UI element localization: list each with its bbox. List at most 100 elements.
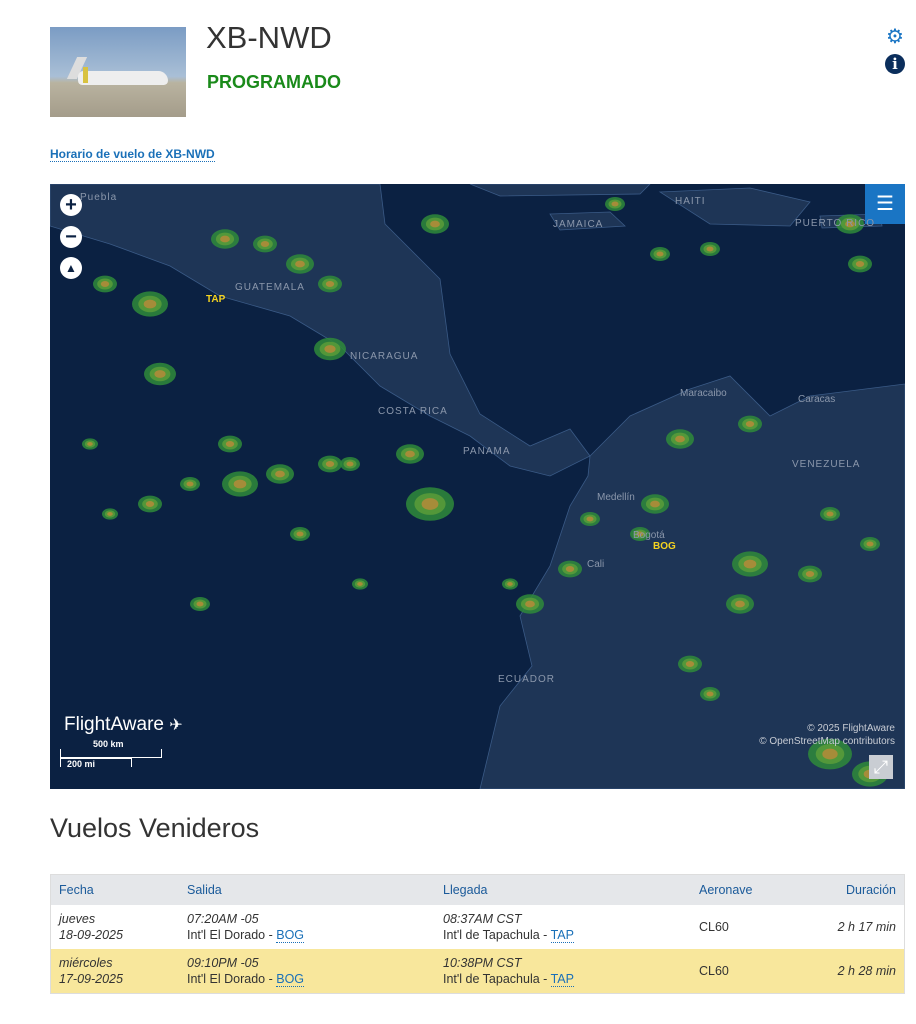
compass-button[interactable]: ▲	[60, 257, 82, 279]
registration-title: XB-NWD	[206, 20, 332, 55]
weather-cell	[296, 531, 304, 537]
weather-cell	[220, 235, 230, 243]
table-row[interactable]: miércoles 17-09-2025 09:10PM -05 Int'l El …	[50, 949, 905, 994]
layers-button[interactable]: ☰	[865, 184, 905, 224]
weather-cell	[743, 559, 757, 569]
weather-cell	[826, 511, 834, 517]
weather-cell	[866, 541, 874, 547]
plane-icon: ✈	[169, 717, 183, 734]
weather-cell	[706, 691, 714, 697]
arr-airport: Int'l de Tapachula -	[443, 972, 551, 986]
schedule-link[interactable]: Horario de vuelo de XB-NWD	[50, 147, 215, 162]
land-south-america	[479, 375, 905, 789]
weather-cell	[325, 461, 335, 467]
col-salida[interactable]: Salida	[179, 874, 435, 905]
dep-time: 07:20AM -05	[187, 912, 259, 926]
weather-cell	[735, 600, 745, 608]
weather-cell	[225, 441, 235, 447]
weather-cell	[107, 512, 113, 516]
col-aeronave[interactable]: Aeronave	[691, 874, 794, 905]
aircraft-type: CL60	[699, 920, 729, 934]
col-fecha[interactable]: Fecha	[50, 874, 179, 905]
map-label: PANAMA	[463, 446, 511, 457]
duration: 2 h 28 min	[793, 949, 905, 994]
map-label: HAITI	[675, 196, 706, 207]
weather-cell	[586, 516, 594, 522]
map-label: PUERTO RICO	[795, 218, 876, 229]
weather-cell	[275, 470, 285, 478]
land-hispaniola	[658, 187, 811, 227]
flight-map[interactable]: + − ▲ ☰ Puebla JAMAICA HAITI PUERTO RICO…	[50, 184, 905, 789]
weather-cell	[507, 582, 513, 586]
gear-icon[interactable]: ⚙	[886, 26, 904, 48]
map-label: Puebla	[80, 192, 118, 203]
map-label: JAMAICA	[553, 219, 604, 230]
map-label: Bogotá	[633, 530, 665, 541]
land-jamaica	[549, 211, 626, 231]
info-icon[interactable]: i	[885, 54, 905, 74]
day: jueves	[59, 912, 96, 926]
date: 17-09-2025	[59, 972, 123, 986]
table-header: Fecha Salida Llegada Aeronave Duración	[50, 874, 905, 905]
map-label: NICARAGUA	[350, 351, 419, 362]
weather-cell	[805, 571, 815, 577]
aircraft-type: CL60	[691, 949, 794, 994]
weather-cell	[346, 461, 354, 467]
weather-cell	[357, 582, 363, 586]
weather-cell	[421, 498, 439, 510]
arr-code-link[interactable]: TAP	[550, 972, 574, 987]
weather-cell	[845, 220, 855, 228]
scale-bar: 500 km 200 mi	[60, 739, 162, 769]
duration: 2 h 17 min	[837, 920, 896, 934]
destination-airport-marker[interactable]: TAP	[206, 294, 226, 305]
weather-cell	[196, 601, 204, 607]
weather-cell	[295, 260, 305, 268]
fullscreen-button[interactable]: ⤢	[869, 755, 893, 779]
weather-cell	[233, 479, 247, 489]
arr-code-link[interactable]: TAP	[550, 928, 574, 943]
weather-cell	[611, 201, 619, 207]
flight-status: PROGRAMADO	[207, 72, 341, 92]
weather-cell	[706, 246, 714, 252]
map-label: Cali	[587, 559, 605, 570]
table-row[interactable]: jueves 18-09-2025 07:20AM -05 Int'l El Dor…	[51, 905, 905, 949]
dep-code-link[interactable]: BOG	[276, 972, 305, 987]
weather-cell	[143, 299, 157, 309]
col-llegada[interactable]: Llegada	[435, 874, 691, 905]
weather-cell	[656, 251, 664, 257]
weather-cell	[186, 481, 194, 487]
weather-cell	[745, 421, 755, 427]
weather-cell	[430, 220, 440, 228]
map-label: Caracas	[798, 394, 836, 405]
dep-code-link[interactable]: BOG	[276, 928, 305, 943]
origin-airport-marker[interactable]: BOG	[653, 541, 676, 552]
weather-cell	[525, 600, 535, 608]
weather-cell	[822, 748, 838, 760]
weather-cell	[154, 370, 166, 378]
dep-airport: Int'l El Dorado -	[187, 928, 277, 942]
weather-cell	[685, 661, 695, 667]
weather-cell	[650, 500, 660, 508]
map-label: GUATEMALA	[235, 282, 305, 293]
arr-airport: Int'l de Tapachula -	[443, 928, 551, 942]
map-label: ECUADOR	[498, 674, 556, 685]
weather-cell	[405, 450, 415, 458]
aircraft-photo[interactable]	[50, 27, 186, 117]
arr-time: 10:38PM CST	[443, 956, 522, 970]
zoom-in-button[interactable]: +	[60, 194, 82, 216]
dep-airport: Int'l El Dorado -	[187, 972, 277, 986]
zoom-out-button[interactable]: −	[60, 226, 82, 248]
weather-cell	[855, 261, 865, 267]
map-label: Maracaibo	[680, 388, 727, 399]
col-duracion[interactable]: Duración	[793, 874, 905, 905]
map-label: Medellín	[597, 492, 635, 503]
weather-cell	[675, 435, 685, 443]
weather-cell	[324, 345, 336, 353]
land-central-america	[50, 184, 591, 477]
dep-time: 09:10PM -05	[187, 956, 259, 970]
date: 18-09-2025	[59, 928, 123, 942]
weather-cell	[87, 442, 93, 446]
weather-cell	[260, 241, 270, 247]
flightaware-logo: FlightAware ✈	[64, 714, 183, 735]
upcoming-flights-table: Fecha Salida Llegada Aeronave Duración j…	[50, 874, 905, 994]
